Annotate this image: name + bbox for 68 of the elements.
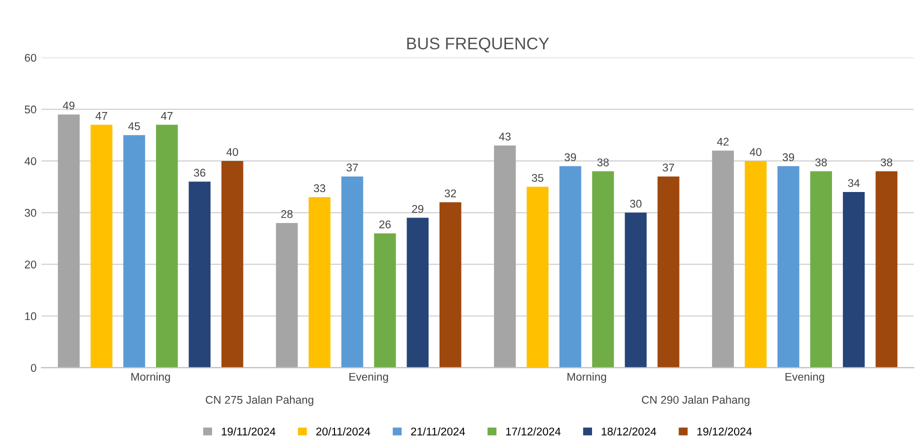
legend-label: 18/12/2024 [602,427,656,436]
bar [624,212,647,368]
data-label: 33 [314,184,326,192]
legend-label: 19/11/2024 [222,427,276,436]
y-tick-label: 30 [24,208,36,217]
bar [276,222,298,368]
y-tick-label: 40 [24,157,36,166]
bar [188,182,211,368]
bar [90,124,112,368]
bar [526,186,549,368]
bar [221,160,244,368]
chart-title: BUS FREQUENCY [407,38,550,52]
data-label: 42 [717,138,729,146]
data-label: 29 [412,204,424,213]
data-label: 40 [226,148,238,156]
bar [341,176,364,368]
data-label: 38 [815,158,827,166]
data-label: 38 [597,158,609,166]
bar [58,114,80,368]
text: CN 290 Jalan Pahang [642,396,750,406]
data-label: 30 [630,200,642,208]
data-label: 37 [346,164,358,172]
bar [810,171,832,368]
legend-label: 19/12/2024 [697,427,752,436]
y-tick-label: 20 [24,260,36,268]
data-label: 26 [379,220,391,228]
legend-label: 17/12/2024 [506,427,561,436]
bar [744,160,767,368]
data-label: 45 [128,122,140,130]
x-tick-label: Morning [131,372,170,383]
data-label: 28 [281,210,293,218]
bar [592,171,614,368]
bar [777,166,800,368]
bar [494,145,516,368]
x-tick-label: Morning [568,372,606,383]
data-label: 43 [498,132,511,140]
data-label: 34 [848,179,860,187]
y-tick-label: 10 [25,312,36,320]
bar [658,176,680,368]
data-label: 32 [444,189,456,198]
y-tick-label: 60 [24,54,36,62]
bar [842,192,865,368]
data-label: 38 [880,158,892,166]
data-label: 49 [62,102,74,110]
bar [559,166,582,368]
y-tick-label: 0 [30,364,36,372]
bar [123,135,146,368]
data-label: 35 [532,174,544,182]
bar [406,218,429,368]
x-tick-label: Evening [786,372,824,383]
bar [156,124,178,368]
legend-label: 21/11/2024 [411,427,465,436]
x-tick-label: Evening [349,372,388,383]
data-label: 39 [564,153,576,162]
data-label: 37 [662,164,674,172]
bar [439,202,462,368]
bar [308,197,330,368]
legend-label: 20/11/2024 [316,427,370,436]
bar [712,150,734,368]
bar [374,233,396,368]
data-label: 47 [96,112,108,120]
data-label: 47 [160,112,173,120]
bar [876,171,898,368]
text: CN 275 Jalan Pahang [206,396,314,406]
data-label: 40 [750,148,762,156]
y-tick-label: 50 [24,106,36,114]
data-label: 39 [782,153,794,162]
data-label: 36 [194,168,206,177]
